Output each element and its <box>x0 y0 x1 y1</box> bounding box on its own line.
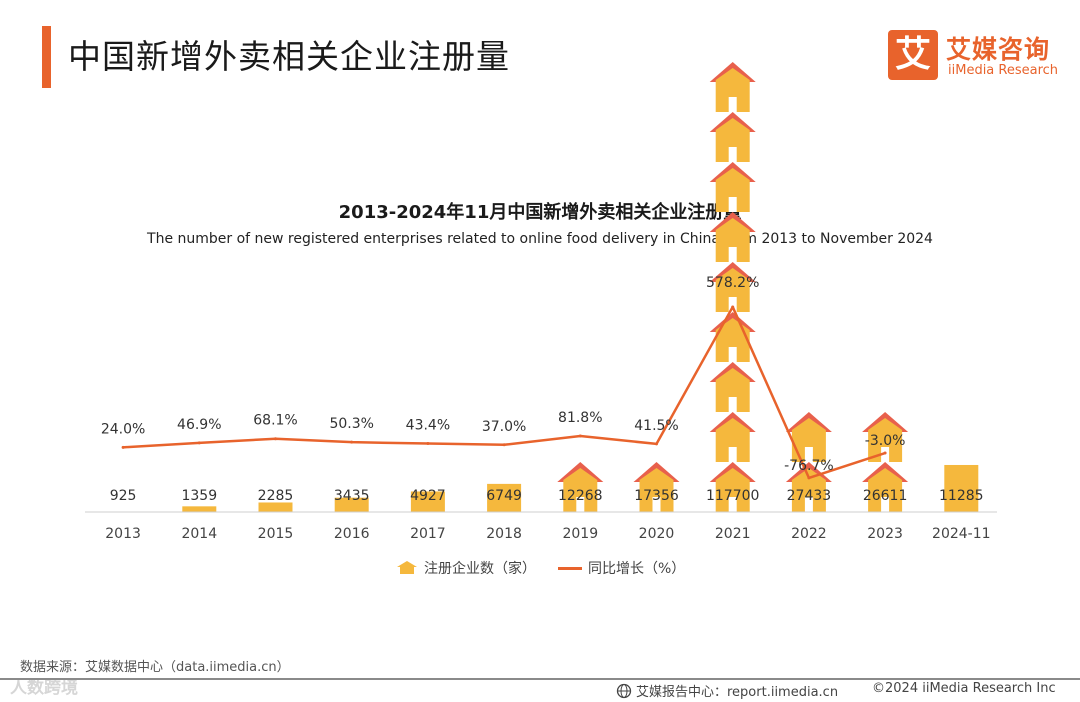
bar-house-2021-5 <box>709 212 756 262</box>
growth-label-2014: 46.9% <box>177 417 221 433</box>
x-tick-label-2017: 2017 <box>410 526 446 542</box>
legend-line-label: 同比增长（%） <box>588 561 686 577</box>
data-source: 数据来源：艾媒数据中心（data.iimedia.cn） <box>20 660 290 675</box>
bar-2024-11 <box>944 464 979 512</box>
footer-report-text: 艾媒报告中心：report.iimedia.cn <box>636 685 839 700</box>
growth-label-2022: -76.7% <box>784 458 834 474</box>
legend-bar-label: 注册企业数（家） <box>424 561 536 577</box>
chart-title: 2013-2024年11月中国新增外卖相关企业注册量 <box>338 202 742 223</box>
page-title: 中国新增外卖相关企业注册量 <box>68 37 510 76</box>
bar-value-label-2021: 117700 <box>706 488 759 504</box>
footer-divider <box>0 678 1080 680</box>
bar-2018 <box>487 483 522 512</box>
bar-value-label-2016: 3435 <box>334 488 370 504</box>
x-tick-label-2023: 2023 <box>867 526 903 542</box>
chart-legend: 注册企业数（家） 同比增长（%） <box>396 558 707 578</box>
x-tick-label-2014: 2014 <box>181 526 217 542</box>
bar-house-2021-8 <box>709 62 756 112</box>
x-tick-label-2024-11: 2024-11 <box>932 526 991 542</box>
bar-value-label-2024-11: 11285 <box>939 488 984 504</box>
growth-point-2013 <box>121 445 125 449</box>
growth-point-2018 <box>502 443 506 447</box>
bar-2017 <box>410 491 445 512</box>
legend-item-bar: 注册企业数（家） <box>396 558 536 578</box>
growth-label-2016: 50.3% <box>329 416 373 432</box>
bar-2014 <box>182 506 217 512</box>
x-tick-label-2018: 2018 <box>486 526 522 542</box>
bar-house-2021-0 <box>709 462 756 512</box>
logo-en-text: iiMedia Research <box>948 63 1059 78</box>
x-tick-label-2016: 2016 <box>334 526 370 542</box>
growth-label-2020: 41.5% <box>634 418 678 434</box>
line-swatch <box>558 566 582 570</box>
growth-point-2015 <box>274 437 277 441</box>
bar-value-label-2017: 4927 <box>410 488 446 504</box>
title-accent-bar <box>42 26 51 88</box>
x-tick-label-2021: 2021 <box>715 526 751 542</box>
x-tick-label-2019: 2019 <box>562 526 598 542</box>
x-tick-label-2013: 2013 <box>105 526 141 542</box>
bar-house-2021-6 <box>709 162 756 212</box>
bar-house-2021-2 <box>709 362 756 412</box>
bar-value-label-2022: 27433 <box>787 488 832 504</box>
growth-point-2021 <box>731 305 735 309</box>
growth-label-2017: 43.4% <box>406 418 450 434</box>
growth-label-2023: -3.0% <box>865 433 906 449</box>
bar-value-label-2023: 26611 <box>863 488 908 504</box>
x-tick-label-2015: 2015 <box>258 526 294 542</box>
house-icon <box>397 561 417 574</box>
x-tick-label-2022: 2022 <box>791 526 827 542</box>
bar-house-2020-0 <box>633 462 680 512</box>
footer-report: 艾媒报告中心：report.iimedia.cn <box>616 681 838 700</box>
growth-point-2019 <box>578 434 582 438</box>
iimedia-logo: 艾 艾媒咨询 iiMedia Research <box>888 30 1068 82</box>
globe-icon <box>616 683 632 698</box>
growth-label-2013: 24.0% <box>101 421 145 437</box>
growth-point-2022 <box>807 476 811 480</box>
bar-house-2022-1 <box>785 412 832 462</box>
bar-house-2023-0 <box>862 462 909 512</box>
bar-value-label-2013: 925 <box>110 488 137 504</box>
bar-2016 <box>334 497 369 512</box>
bar-house-2019-0 <box>557 462 604 512</box>
bar-value-label-2020: 17356 <box>634 488 679 504</box>
bar-house-2022-0 <box>785 462 832 512</box>
x-tick-label-2020: 2020 <box>639 526 675 542</box>
bar-value-label-2019: 12268 <box>558 488 603 504</box>
growth-point-2014 <box>197 441 201 445</box>
bar-house-2021-1 <box>709 412 756 462</box>
bar-house-2021-7 <box>709 112 756 162</box>
growth-line <box>123 305 886 480</box>
watermark: 人数跨境 <box>10 678 78 698</box>
growth-point-2016 <box>350 440 354 444</box>
bar-value-label-2014: 1359 <box>181 488 217 504</box>
logo-mark: 艾 <box>888 30 938 80</box>
growth-point-2023 <box>883 451 887 455</box>
legend-item-line: 同比增长（%） <box>558 558 685 578</box>
logo-cn-text: 艾媒咨询 <box>946 35 1051 64</box>
bar-value-label-2015: 2285 <box>258 488 294 504</box>
growth-label-2015: 68.1% <box>253 413 297 429</box>
footer-copyright: ©2024 iiMedia Research Inc <box>872 681 1056 696</box>
bar-house-2021-4 <box>709 262 756 312</box>
growth-point-2020 <box>655 442 658 446</box>
bar-value-label-2018: 6749 <box>486 488 522 504</box>
bar-2015 <box>258 502 293 512</box>
growth-label-2018: 37.0% <box>482 419 526 435</box>
growth-point-2017 <box>426 442 430 446</box>
growth-label-2019: 81.8% <box>558 410 602 426</box>
growth-label-2021: 578.2% <box>706 275 759 291</box>
